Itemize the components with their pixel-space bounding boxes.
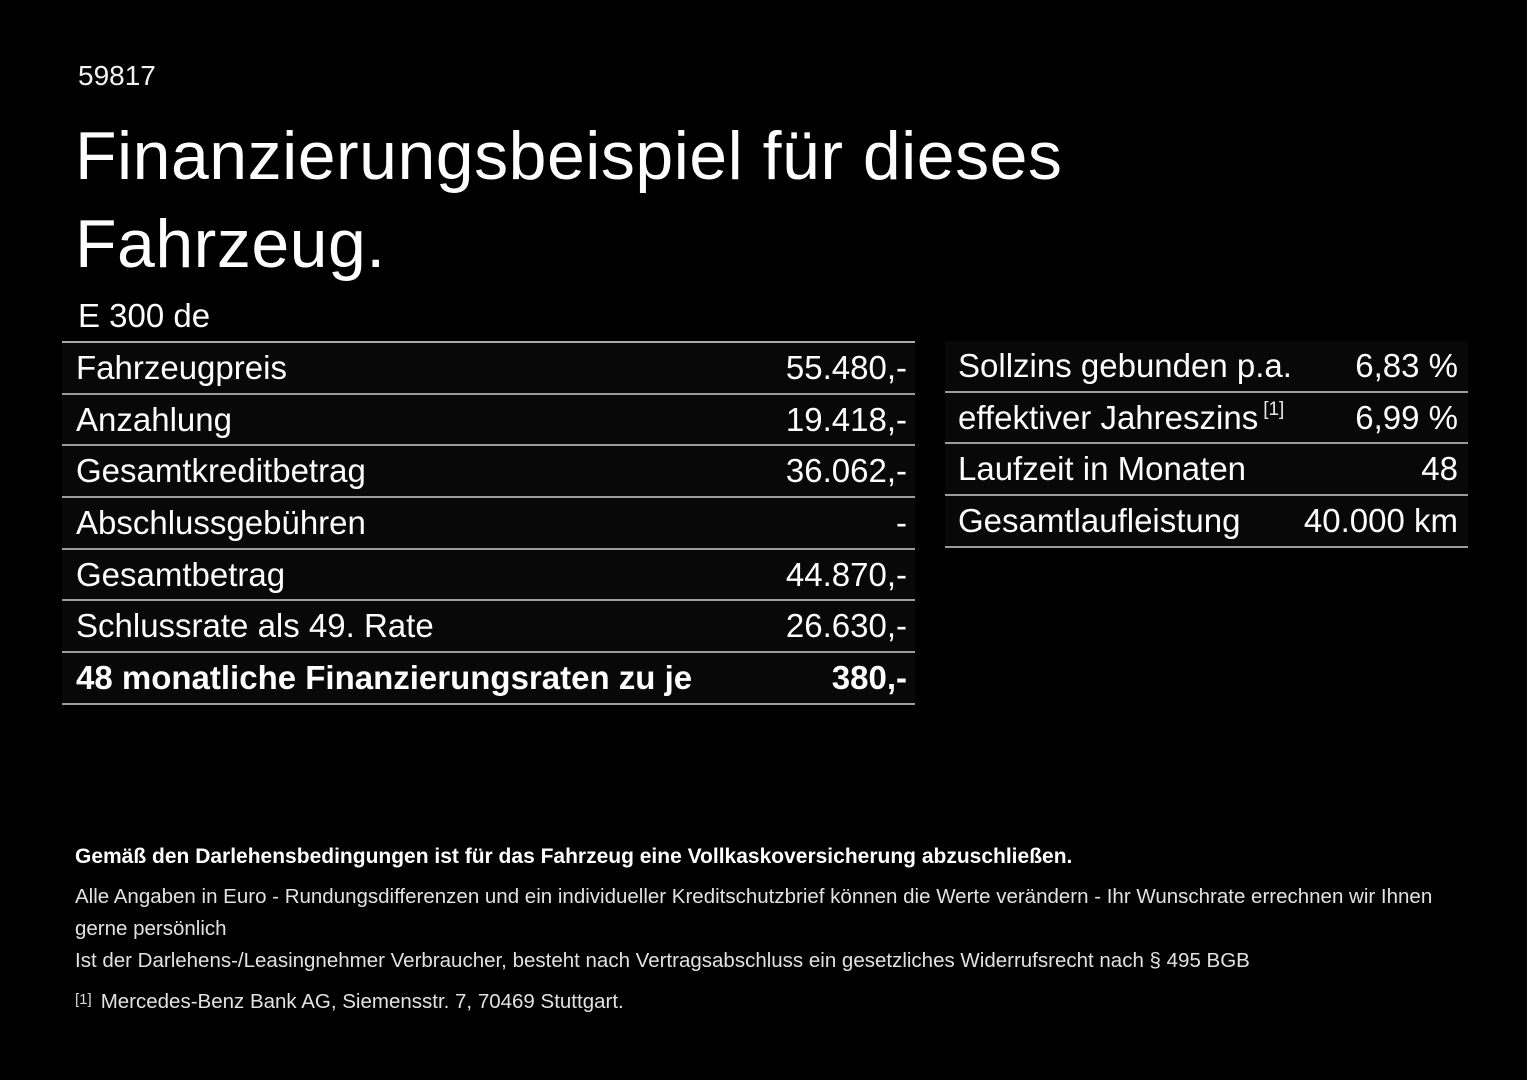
table-row-sollzins: Sollzins gebunden p.a. 6,83 % bbox=[945, 341, 1468, 393]
row-label: Gesamtkreditbetrag bbox=[76, 452, 366, 490]
table-row-gesamtlaufleistung: Gesamtlaufleistung 40.000 km bbox=[945, 496, 1468, 548]
row-label: Anzahlung bbox=[76, 400, 232, 438]
row-label: Gesamtbetrag bbox=[76, 555, 286, 593]
row-value: 6,83 % bbox=[1355, 346, 1458, 384]
footnote-marker: [1] bbox=[75, 991, 92, 1008]
row-value: 48 bbox=[1421, 450, 1458, 488]
row-label: Abschlussgebühren bbox=[76, 503, 366, 541]
fine-print-section: Gemäß den Darlehensbedingungen ist für d… bbox=[75, 845, 1455, 1014]
financing-table: Fahrzeugpreis 55.480,- Anzahlung 19.418,… bbox=[62, 341, 915, 705]
bank-footnote: [1] Mercedes-Benz Bank AG, Siemensstr. 7,… bbox=[75, 990, 1455, 1014]
row-label: Fahrzeugpreis bbox=[76, 348, 287, 386]
footnote-reference-marker: [1] bbox=[1263, 398, 1285, 420]
row-label: Sollzins gebunden p.a. bbox=[958, 346, 1292, 384]
euro-disclaimer-note: Alle Angaben in Euro - Rundungsdifferenz… bbox=[75, 885, 1433, 940]
table-row-fahrzeugpreis: Fahrzeugpreis 55.480,- bbox=[62, 343, 915, 395]
row-label: Gesamtlaufleistung bbox=[958, 501, 1241, 539]
table-row-effektiver-jahreszins: effektiver Jahreszins [1] 6,99 % bbox=[945, 393, 1468, 445]
row-label: Laufzeit in Monaten bbox=[958, 450, 1247, 488]
table-row-schlussrate: Schlussrate als 49. Rate 26.630,- bbox=[62, 601, 915, 654]
table-row-gesamtbetrag: Gesamtbetrag 44.870,- bbox=[62, 550, 915, 602]
conditions-table: Sollzins gebunden p.a. 6,83 % effektiver… bbox=[945, 341, 1468, 548]
insurance-requirement-note: Gemäß den Darlehensbedingungen ist für d… bbox=[75, 845, 1073, 868]
row-label: 48 monatliche Finanzierungsraten zu je bbox=[76, 658, 693, 696]
row-label: effektiver Jahreszins [1] bbox=[958, 398, 1285, 436]
row-value: 44.870,- bbox=[785, 555, 907, 593]
table-row-anzahlung: Anzahlung 19.418,- bbox=[62, 395, 915, 447]
table-row-abschlussgebuehren: Abschlussgebühren - bbox=[62, 498, 915, 550]
row-value: 36.062,- bbox=[785, 452, 907, 490]
row-value: 380,- bbox=[831, 658, 907, 696]
row-value: 6,99 % bbox=[1355, 398, 1458, 436]
withdrawal-right-note: Ist der Darlehens-/Leasingnehmer Verbrau… bbox=[75, 949, 1250, 972]
table-row-gesamtkreditbetrag: Gesamtkreditbetrag 36.062,- bbox=[62, 446, 915, 499]
table-row-laufzeit: Laufzeit in Monaten 48 bbox=[945, 444, 1468, 497]
page-title: Finanzierungsbeispiel für dieses Fahrzeu… bbox=[75, 118, 1063, 282]
document-number: 59817 bbox=[78, 60, 156, 91]
vehicle-model: E 300 de bbox=[78, 297, 211, 334]
row-value: - bbox=[896, 503, 907, 541]
row-value: 19.418,- bbox=[785, 400, 907, 438]
footnote-text: Mercedes-Benz Bank AG, Siemensstr. 7, 70… bbox=[100, 990, 624, 1013]
row-value: 55.480,- bbox=[785, 348, 907, 386]
row-value: 26.630,- bbox=[785, 607, 907, 645]
row-label: Schlussrate als 49. Rate bbox=[76, 607, 434, 645]
row-value: 40.000 km bbox=[1303, 501, 1458, 539]
table-row-monatsrate: 48 monatliche Finanzierungsraten zu je 3… bbox=[62, 653, 915, 705]
